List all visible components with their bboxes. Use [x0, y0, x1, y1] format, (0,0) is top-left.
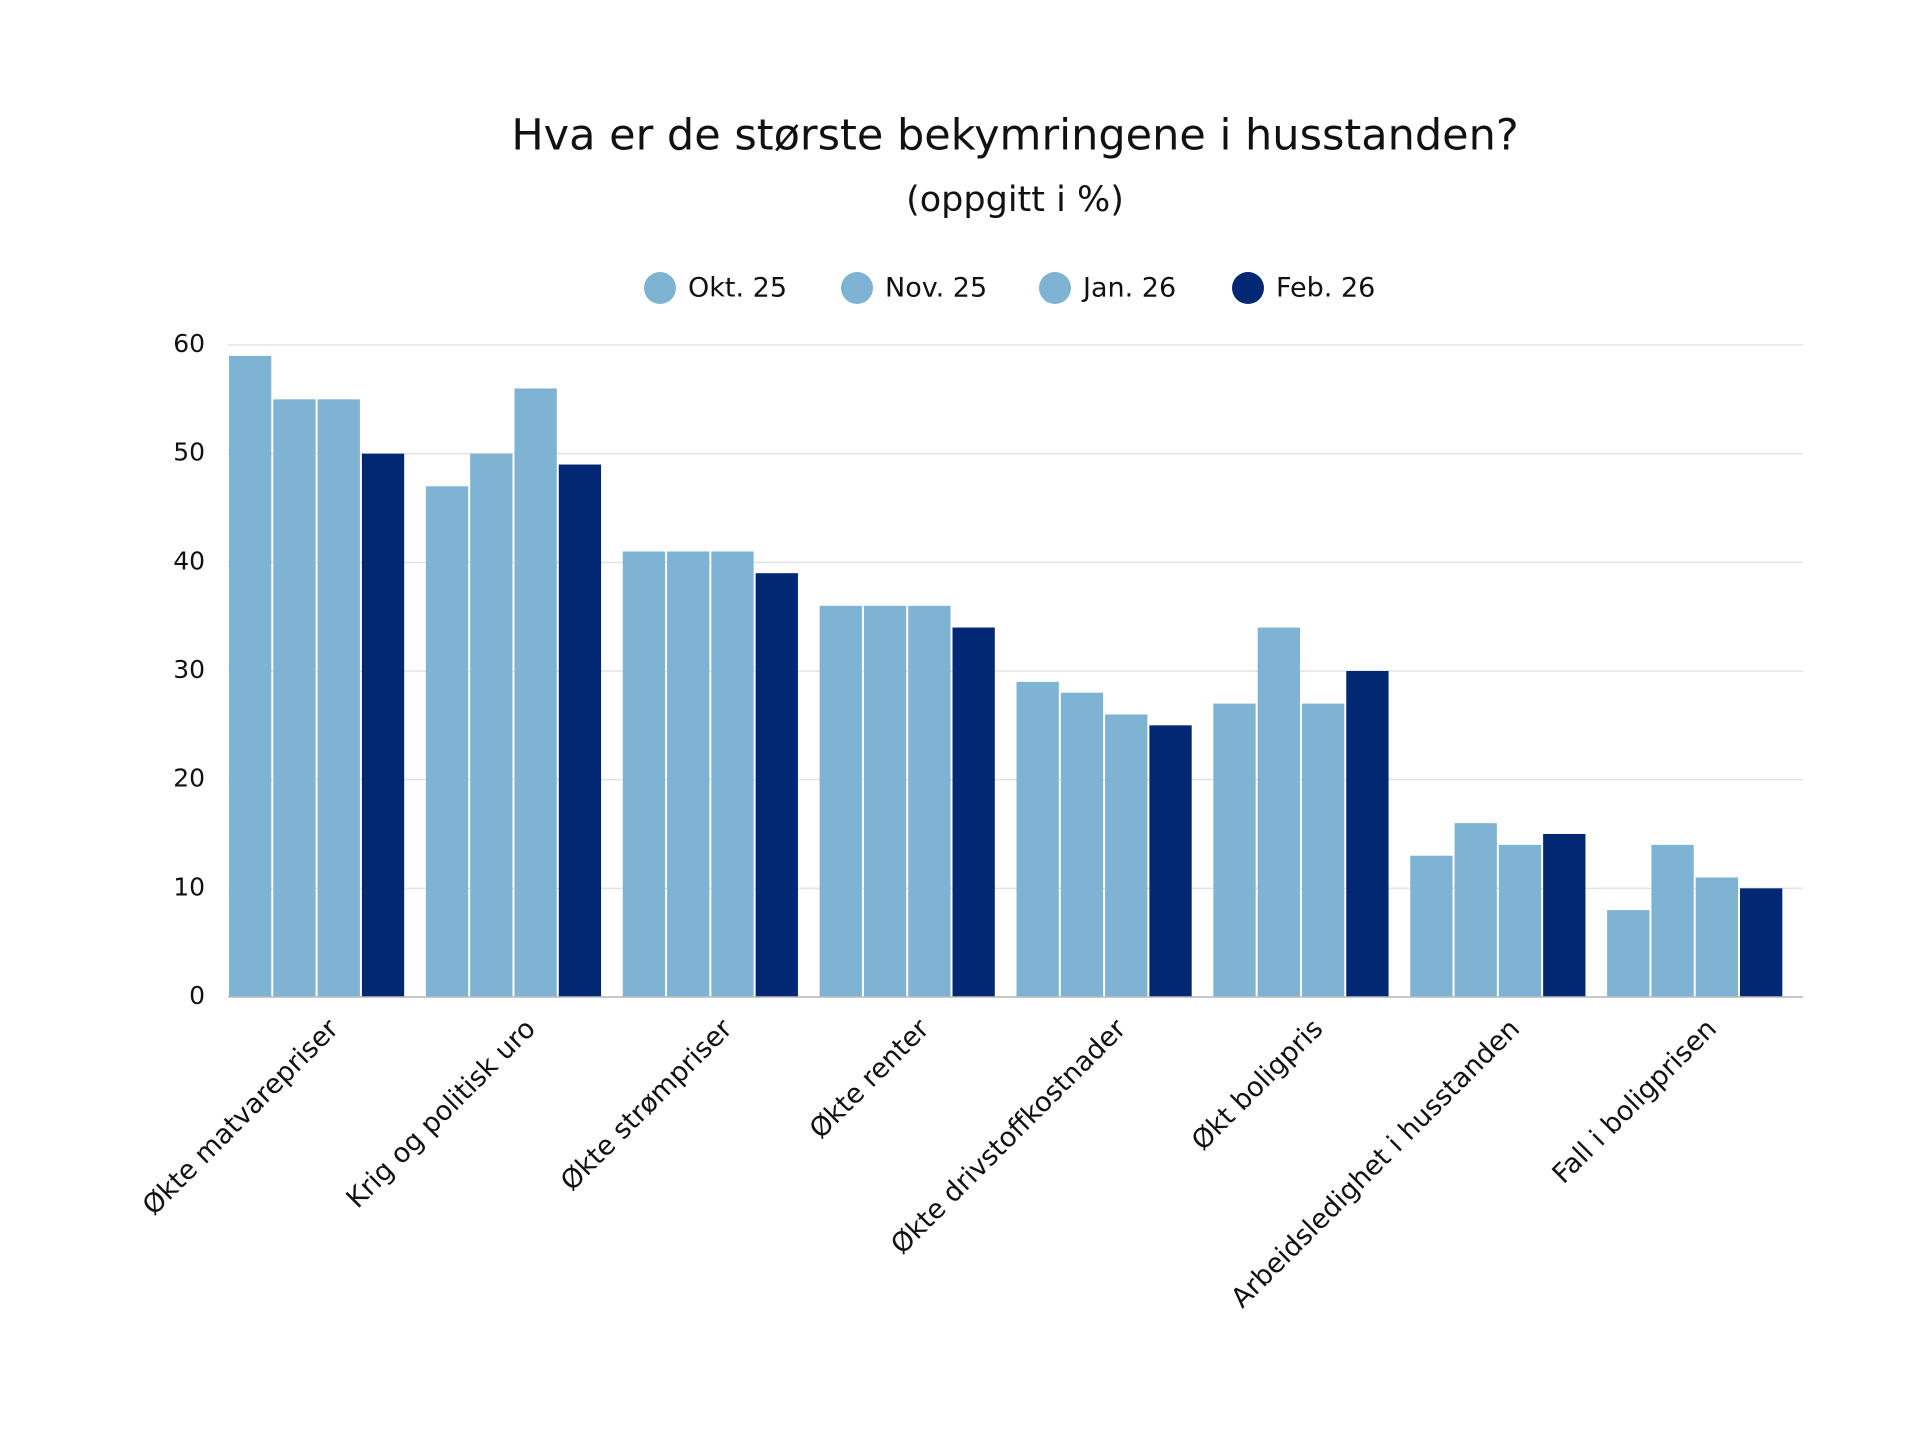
legend-label: Okt. 25: [688, 273, 787, 304]
bar: [1498, 844, 1542, 997]
y-tick-label: 20: [173, 764, 205, 793]
bar: [1454, 823, 1497, 997]
y-tick-label: 30: [173, 655, 205, 684]
bar: [1607, 910, 1650, 997]
bar: [755, 573, 798, 997]
bar: [1410, 855, 1453, 997]
bar: [1543, 834, 1586, 997]
bar: [667, 551, 710, 997]
bar: [908, 605, 951, 997]
legend-marker: [644, 272, 676, 304]
legend-marker: [1232, 272, 1264, 304]
bar: [1695, 877, 1739, 997]
bar: [229, 355, 272, 997]
x-tick-label: Økt boligpris: [1186, 1013, 1329, 1156]
bar: [558, 464, 602, 997]
x-tick-label: Økte matvarepriser: [137, 1013, 346, 1222]
y-tick-label: 10: [173, 872, 205, 901]
y-tick-label: 40: [173, 546, 205, 575]
x-tick-label: Økte strømpriser: [555, 1013, 739, 1197]
bar: [361, 453, 405, 998]
bar: [514, 388, 557, 997]
x-tick-label: Økte renter: [804, 1013, 936, 1145]
bar: [1105, 714, 1148, 997]
y-tick-label: 0: [189, 981, 205, 1010]
bar: [273, 399, 316, 997]
bar: [1301, 703, 1345, 997]
chart-subtitle: (oppgitt i %): [906, 180, 1124, 220]
legend-marker: [841, 272, 873, 304]
legend-marker: [1039, 272, 1071, 304]
bar: [622, 551, 666, 997]
bar: [1149, 725, 1192, 997]
bar: [1016, 681, 1059, 997]
bar: [1651, 844, 1694, 997]
bar: [425, 486, 469, 997]
x-tick-label: Fall i boligprisen: [1546, 1013, 1723, 1190]
legend-label: Feb. 26: [1276, 273, 1375, 304]
bar: [317, 399, 360, 997]
bar: [819, 605, 862, 997]
bar: [1060, 692, 1104, 997]
x-tick-label: Krig og politisk uro: [341, 1013, 542, 1214]
x-tick-label: Økte drivstoffkostnader: [885, 1013, 1133, 1261]
bar: [863, 605, 907, 997]
legend-label: Jan. 26: [1081, 273, 1176, 304]
y-tick-label: 60: [173, 329, 205, 358]
chart-title: Hva er de største bekymringene i husstan…: [511, 111, 1518, 161]
bar: [711, 551, 754, 997]
y-tick-label: 50: [173, 438, 205, 467]
bar: [1213, 703, 1256, 997]
bar: [952, 627, 995, 997]
legend-label: Nov. 25: [885, 273, 987, 304]
bar: [470, 453, 513, 998]
bar: [1257, 627, 1300, 997]
bar: [1346, 671, 1389, 997]
bar: [1740, 888, 1783, 997]
